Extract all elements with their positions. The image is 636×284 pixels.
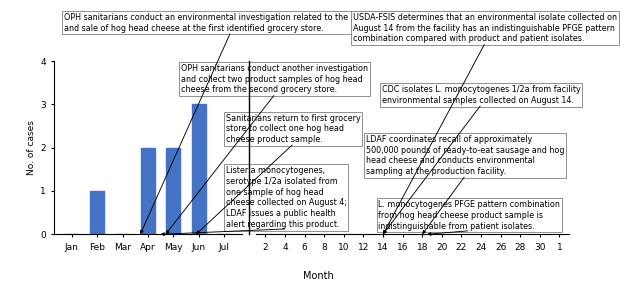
Text: Listeria monocytogenes,
serotype 1/2a isolated from
one sample of hog head
chees: Listeria monocytogenes, serotype 1/2a is… [226, 166, 347, 229]
Text: Sanitarians return to first grocery
store to collect one hog head
cheese product: Sanitarians return to first grocery stor… [226, 114, 361, 144]
Text: OPH sanitarians conduct another investigation
and collect two product samples of: OPH sanitarians conduct another investig… [181, 64, 368, 94]
Text: CDC isolates L. monocytogenes 1/2a from facility
environmental samples collected: CDC isolates L. monocytogenes 1/2a from … [382, 85, 580, 105]
Bar [191, 105, 205, 234]
Bar [90, 191, 104, 234]
Y-axis label: No. of cases: No. of cases [27, 120, 36, 175]
Bar [141, 148, 155, 234]
Text: USDA-FSIS determines that an environmental isolate collected on
August 14 from t: USDA-FSIS determines that an environment… [353, 13, 617, 43]
Bar [166, 148, 180, 234]
Text: L. monocytogenes PFGE pattern combination
from hog head cheese product sample is: L. monocytogenes PFGE pattern combinatio… [378, 200, 560, 231]
Text: Month: Month [303, 271, 333, 281]
Text: LDAF coordinates recall of approximately
500,000 pounds of ready-to-eat sausage : LDAF coordinates recall of approximately… [366, 135, 564, 176]
Text: OPH sanitarians conduct an environmental investigation related to the preparatio: OPH sanitarians conduct an environmental… [64, 13, 398, 33]
